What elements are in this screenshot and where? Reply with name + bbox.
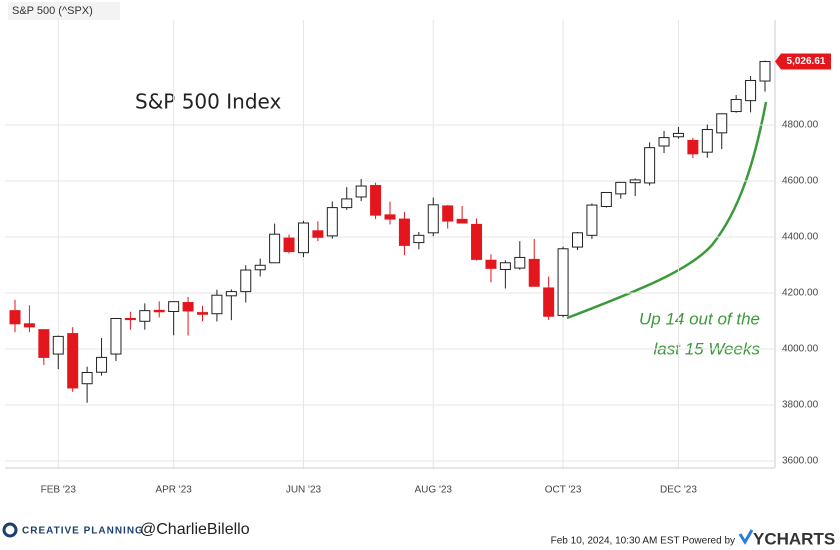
candle-body xyxy=(514,256,526,269)
candle-body xyxy=(139,310,151,322)
candle-body xyxy=(312,230,324,238)
candle-body xyxy=(499,262,511,270)
candle-body xyxy=(355,185,367,198)
brand: CREATIVE PLANNING xyxy=(22,526,144,537)
candle-body xyxy=(38,329,50,358)
x-tick-label: OCT '23 xyxy=(545,485,582,496)
candle-body xyxy=(644,147,656,184)
provider: YCHARTS xyxy=(753,529,835,548)
candle-body xyxy=(197,312,208,315)
candle-body xyxy=(211,294,223,315)
price-label: 5,026.61 xyxy=(787,56,826,67)
price-badge xyxy=(775,53,831,70)
candle-body xyxy=(572,232,583,248)
annotation-line: Up 14 out of the xyxy=(639,309,760,328)
candle-body xyxy=(543,287,555,317)
candle-body xyxy=(716,113,728,134)
y-tick-label: 3600.00 xyxy=(782,456,819,467)
candle-body xyxy=(370,184,382,216)
candle-body xyxy=(283,237,295,253)
footer: CREATIVE PLANNING @CharlieBilello Feb 10… xyxy=(2,521,835,548)
annotation-title: S&P 500 Index xyxy=(135,90,281,114)
y-tick-label: 4800.00 xyxy=(782,120,819,131)
candle-body xyxy=(485,259,497,269)
x-tick-label: AUG '23 xyxy=(415,485,453,496)
chart-title: S&P 500 (^SPX) xyxy=(12,5,93,17)
candle-body xyxy=(182,302,194,312)
candle-body xyxy=(153,309,165,313)
x-tick-label: JUN '23 xyxy=(286,485,322,496)
candle-body xyxy=(730,99,742,113)
candle-body xyxy=(557,248,569,316)
candle-body xyxy=(759,61,771,82)
candle-body xyxy=(326,207,338,237)
candle-body xyxy=(442,205,454,222)
y-tick-label: 4000.00 xyxy=(782,344,819,355)
candle-body xyxy=(586,204,598,236)
candle-body xyxy=(615,181,627,195)
candle-body xyxy=(672,132,684,138)
candle-body xyxy=(384,214,396,220)
candle-body xyxy=(701,128,713,153)
candle-body xyxy=(745,79,757,102)
title-box xyxy=(8,2,120,20)
candle-body xyxy=(52,335,64,355)
grid xyxy=(5,20,775,468)
candle-body xyxy=(687,139,699,155)
annotation-curve xyxy=(566,101,768,320)
candle-body xyxy=(110,317,122,355)
candle-body xyxy=(398,218,410,246)
candle-body xyxy=(341,198,353,209)
candle-body xyxy=(528,258,540,287)
handle: @CharlieBilello xyxy=(140,521,250,538)
x-tick-label: APR '23 xyxy=(155,485,192,496)
y-tick-label: 4600.00 xyxy=(782,176,819,187)
candle-body xyxy=(23,323,35,328)
candle-body xyxy=(658,137,670,147)
candle-body xyxy=(9,310,21,325)
timestamp: Feb 10, 2024, 10:30 AM EST Powered by xyxy=(551,536,735,547)
candle-body xyxy=(168,301,180,312)
x-tick-label: DEC '23 xyxy=(660,485,697,496)
candle-body xyxy=(471,223,483,260)
candle-body xyxy=(629,179,641,184)
y-tick-label: 4200.00 xyxy=(782,288,819,299)
candle-body xyxy=(124,317,136,321)
candle-body xyxy=(413,234,425,244)
candle-body xyxy=(240,269,252,293)
brand-logo xyxy=(2,522,18,538)
candle-body xyxy=(456,218,468,224)
candle-body xyxy=(297,222,309,254)
x-tick-label: FEB '23 xyxy=(41,485,77,496)
candle-body xyxy=(67,333,79,389)
y-tick-label: 4400.00 xyxy=(782,232,819,243)
candle-body xyxy=(96,356,108,373)
candle-body xyxy=(225,291,237,297)
candle-body xyxy=(254,264,266,271)
y-tick-label: 3800.00 xyxy=(782,400,819,411)
candle-body xyxy=(81,372,93,385)
candle-body xyxy=(269,233,281,264)
candle-body xyxy=(600,191,612,207)
candle-body xyxy=(427,204,439,234)
provider-logo xyxy=(738,529,754,545)
